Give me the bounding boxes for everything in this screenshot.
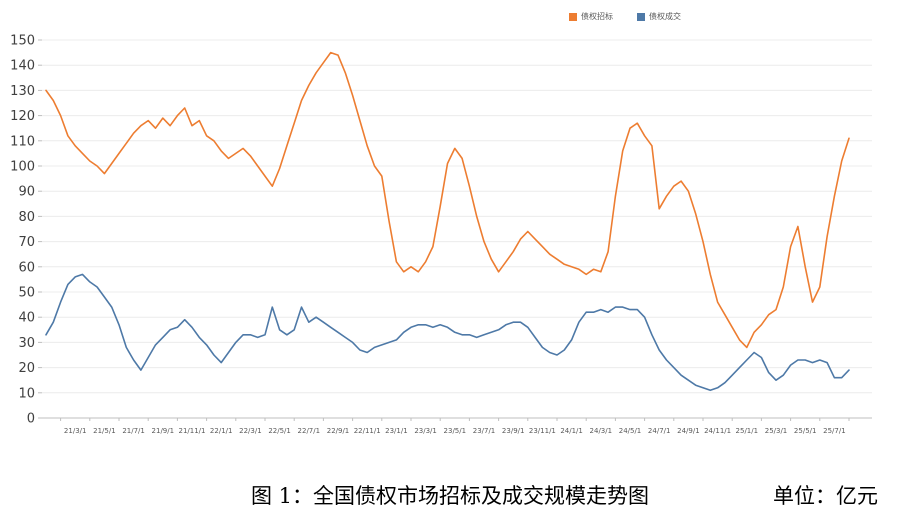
chart-legend: 债权招标 债权成交	[569, 13, 681, 21]
figure-caption: 图 1：全国债权市场招标及成交规模走势图	[250, 484, 650, 508]
deal-series-line	[45, 273, 850, 392]
y-axis-label: 0	[27, 412, 35, 427]
x-axis-label: 25/7/1	[823, 427, 846, 435]
x-axis-label: 21/3/1	[64, 427, 87, 435]
trend-chart: 0 10 20 30 40 50 60 70 80 90 100 110 120 130 140 150 21/…	[10, 34, 872, 435]
legend-entry-deal: 债权成交	[637, 13, 681, 21]
y-axis-label: 40	[18, 311, 35, 326]
x-axis-label: 21/5/1	[93, 427, 116, 435]
x-axis-label: 21/9/1	[152, 427, 175, 435]
y-axis-label: 50	[18, 286, 35, 301]
trend-chart-area: 0 10 20 30 40 50 60 70 80 90 100 110 120 130 140 150 21/…	[10, 13, 872, 435]
unit-label: 单位：亿元	[773, 484, 878, 508]
bid-series-line	[45, 51, 850, 349]
y-axis-label: 70	[18, 235, 35, 250]
x-axis-label: 23/3/1	[414, 427, 437, 435]
legend-label-bid: 债权招标	[581, 12, 613, 21]
x-axis-label: 23/7/1	[473, 427, 496, 435]
legend-entry-bid: 债权招标	[569, 13, 613, 21]
x-axis-label: 24/3/1	[590, 427, 613, 435]
x-axis-label: 23/11/1	[529, 427, 556, 435]
y-axis-label: 110	[10, 134, 35, 149]
legend-label-deal: 债权成交	[649, 12, 681, 21]
deal-series-swatch-icon	[637, 13, 645, 21]
x-axis-label: 24/5/1	[619, 427, 642, 435]
x-axis-label: 22/3/1	[239, 427, 262, 435]
figure-caption-row: 图 1：全国债权市场招标及成交规模走势图 单位：亿元	[0, 480, 900, 516]
y-axis-label: 80	[18, 210, 35, 225]
x-axis-label: 23/9/1	[502, 427, 525, 435]
y-axis-label: 140	[10, 59, 35, 74]
y-axis-label: 60	[18, 260, 35, 275]
y-axis-label: 120	[10, 109, 35, 124]
x-axis-label: 24/7/1	[648, 427, 671, 435]
y-axis-label: 130	[10, 84, 35, 99]
x-axis-label: 24/11/1	[704, 427, 731, 435]
x-axis-label: 22/5/1	[268, 427, 291, 435]
x-axis-label: 22/7/1	[298, 427, 321, 435]
x-axis-label: 22/11/1	[354, 427, 381, 435]
y-axis-label: 100	[10, 160, 35, 175]
y-axis-label: 150	[10, 34, 35, 49]
x-axis-label: 24/9/1	[677, 427, 700, 435]
x-axis-label: 22/1/1	[210, 427, 233, 435]
x-axis-label: 23/1/1	[385, 427, 408, 435]
x-axis-label: 22/9/1	[327, 427, 350, 435]
x-axis-label: 21/11/1	[179, 427, 206, 435]
x-axis-label: 23/5/1	[444, 427, 467, 435]
y-axis-label: 30	[18, 336, 35, 351]
bid-series-swatch-icon	[569, 13, 577, 21]
x-axis-label: 21/7/1	[122, 427, 145, 435]
y-axis-label: 90	[18, 185, 35, 200]
x-axis-label: 25/5/1	[794, 427, 817, 435]
y-axis-label: 10	[18, 386, 35, 401]
y-axis-label: 20	[18, 361, 35, 376]
x-axis-label: 25/3/1	[765, 427, 788, 435]
x-axis-label: 24/1/1	[560, 427, 583, 435]
x-axis-label: 25/1/1	[736, 427, 759, 435]
